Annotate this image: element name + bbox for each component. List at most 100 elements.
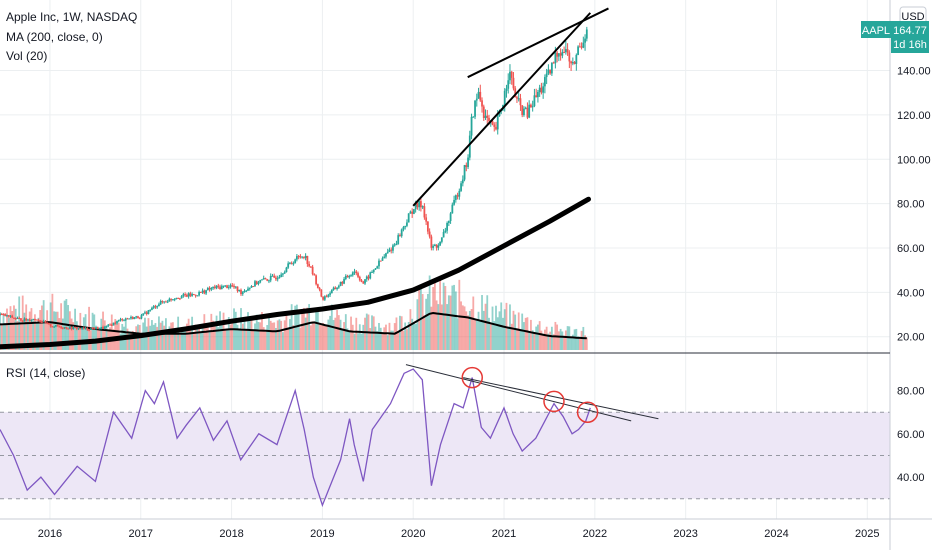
volume-bar [451,285,454,350]
candle-body [27,319,29,321]
candle-body [236,286,239,292]
volume-bar [573,329,576,350]
candle-body [123,319,125,321]
candle-body [460,183,462,191]
candle-body [23,318,26,322]
candle-body [58,326,61,328]
volume-bar [152,324,155,350]
volume-bar [199,332,202,350]
candle-body [7,315,10,317]
candle-body [547,69,550,74]
price-trendline[interactable] [467,7,609,79]
volume-bar [224,329,227,350]
candle-body [364,279,366,284]
candle-body [63,327,66,329]
volume-bar [213,324,216,350]
volume-bar [266,325,269,350]
candle-body [454,195,457,200]
candle-body [287,263,290,268]
volume-bar [320,324,323,350]
volume-bar [386,335,389,350]
candle-body [20,318,22,321]
rsi-trendline[interactable] [463,377,659,420]
candle-body [343,279,345,284]
volume-bar [283,320,286,350]
volume-bar [222,312,225,350]
volume-bar [236,324,239,350]
candle-body [34,319,36,321]
rsi-highlight-circle[interactable] [461,366,483,389]
price-axis[interactable]: 20.00 40.00 60.00 80.00 100.00 120.00 140.00 40… [897,66,931,485]
x-tick-label: 2022 [583,528,607,540]
candle-body [30,320,33,322]
candle-body [533,95,536,107]
candle-body [227,287,230,289]
volume-bar [378,322,380,350]
volume-bar [252,330,255,350]
candle-body [311,266,314,275]
candle-body [84,327,87,329]
volume-bar [332,320,335,350]
candle-body [130,316,132,319]
candle-body [67,328,70,330]
volume-bar [206,324,209,350]
candle-body [383,256,386,259]
volume-bar [220,323,223,350]
price-trendline[interactable] [412,12,592,207]
volume-bar [44,320,47,350]
rsi-trendline[interactable] [405,364,632,422]
volume-bar [30,308,33,350]
candle-body [261,279,263,281]
volume-bar [334,317,337,350]
candle-body [121,319,124,321]
last-price-label: 164.77 [893,25,927,37]
volume-bar [53,311,56,350]
candle-body [545,73,548,78]
candle-body [82,327,85,329]
candle-body [474,100,476,117]
volume-bar [482,310,485,350]
candle-body [252,286,255,288]
volume-bar [549,331,552,350]
volume-bar [299,327,302,350]
volume-bar [343,322,345,350]
volume-bar [540,330,543,350]
price-candles[interactable] [0,26,588,332]
candle-body [271,275,274,277]
volume-bar [316,309,319,350]
rsi-tick-label: 40.00 [897,472,925,484]
volume-bar [23,312,26,350]
candle-body [535,95,538,98]
trendlines[interactable] [412,7,609,207]
volume-bar [346,328,349,350]
volume-bar [56,311,59,350]
volume-bar [468,310,471,350]
volume-bar [545,326,548,350]
volume-bar [271,322,274,350]
candle-body [358,276,361,281]
candle-body [100,326,103,329]
rsi-highlight-circle[interactable] [543,390,565,413]
volume-bar [9,306,12,350]
candle-body [297,256,300,258]
volume-bar [577,336,579,350]
rsi-highlight-circle[interactable] [576,401,599,423]
candle-body [170,298,173,300]
time-axis[interactable]: 2016 2017 2018 2019 2020 2021 2022 2023 2024 2025 [38,528,880,540]
volume-bar [348,331,351,350]
volume-bar [287,328,290,350]
candle-body [439,241,442,246]
volume-bar [306,307,309,350]
price-tick-label: 20.00 [897,332,925,344]
candle-body [521,105,524,116]
volume-bar [575,328,578,350]
volume-bar [185,323,188,350]
candle-body [393,244,396,246]
volume-bar [495,305,497,350]
candle-body [11,315,14,318]
candle-body [582,42,585,48]
candle-body [254,281,256,287]
candle-body [315,275,318,285]
